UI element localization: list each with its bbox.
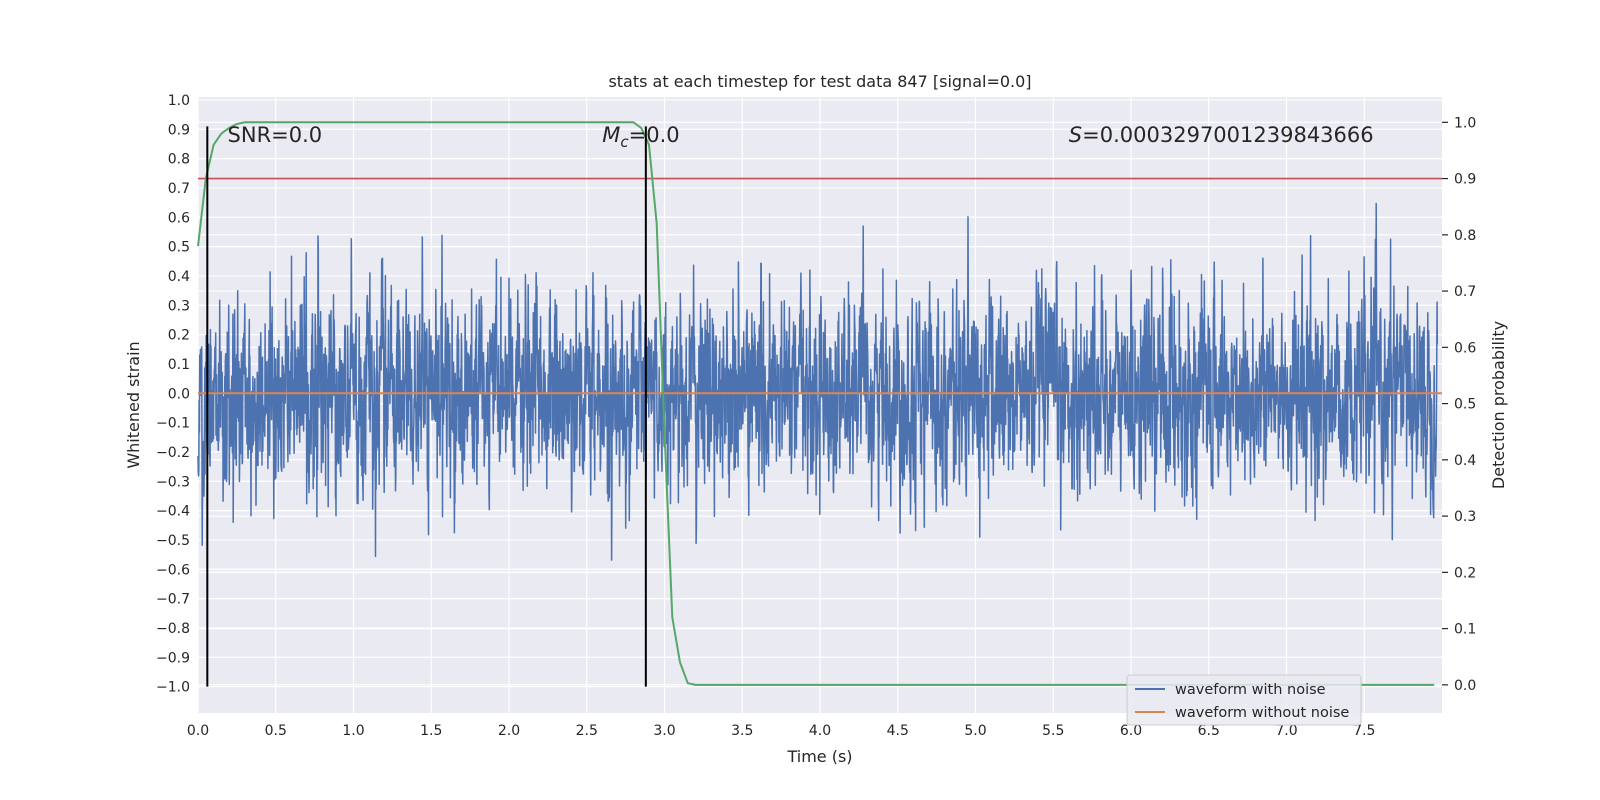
y-tick-label: 0.1 — [168, 357, 190, 373]
y-tick-label: 0.9 — [168, 122, 190, 138]
y-right-tick-label: 0.1 — [1454, 622, 1476, 638]
y-right-tick-label: 0.3 — [1454, 509, 1476, 525]
y-tick-label: −0.2 — [156, 445, 190, 461]
y-tick-label: −0.5 — [156, 533, 190, 549]
y-tick-label: 0.7 — [168, 181, 190, 197]
y-right-tick-label: 0.4 — [1454, 453, 1476, 469]
x-tick-label: 3.0 — [653, 723, 675, 739]
annotations: SNR=0.0 Mc=0.0 S=0.0003297001239843666 — [228, 123, 1374, 151]
y-right-tick-label: 0.0 — [1454, 678, 1476, 694]
y-tick-label: −0.9 — [156, 650, 190, 666]
y-right-tick-label: 0.2 — [1454, 565, 1476, 581]
x-tick-label: 0.5 — [265, 723, 287, 739]
y-tick-label: 0.4 — [168, 269, 190, 285]
x-tick-label: 7.5 — [1353, 723, 1375, 739]
y-tick-label: 0.5 — [168, 240, 190, 256]
x-tick-label: 4.5 — [887, 723, 909, 739]
y-right-tick-label: 0.6 — [1454, 340, 1476, 356]
y-tick-label: 0.6 — [168, 210, 190, 226]
vertical-markers — [206, 126, 647, 687]
y-tick-label: −0.8 — [156, 621, 190, 637]
annotation-snr: SNR=0.0 — [228, 123, 323, 147]
y-right-tick-label: 1.0 — [1454, 115, 1476, 131]
y-tick-label: −0.7 — [156, 592, 190, 608]
y-tick-label: −0.4 — [156, 504, 190, 520]
x-tick-label: 2.0 — [498, 723, 520, 739]
x-tick-label: 1.0 — [342, 723, 364, 739]
x-tick-label: 5.5 — [1042, 723, 1064, 739]
y-tick-label: −1.0 — [156, 680, 190, 696]
x-tick-label: 6.5 — [1198, 723, 1220, 739]
chart-title: stats at each timestep for test data 847… — [608, 72, 1031, 91]
y-tick-label: −0.6 — [156, 562, 190, 578]
x-tick-label: 0.0 — [187, 723, 209, 739]
y-tick-labels: 1.0 0.9 0.8 0.7 0.6 0.5 0.4 0.3 0.2 0.1 0.0 −0.1 −0.… — [156, 93, 190, 696]
y-tick-label: −0.3 — [156, 474, 190, 490]
x-tick-label: 3.5 — [731, 723, 753, 739]
y-right-tick-label: 0.7 — [1454, 284, 1476, 300]
x-tick-label: 4.0 — [809, 723, 831, 739]
y-right-tick-labels: 1.0 0.9 0.8 0.7 0.6 0.5 0.4 0.3 0.2 0.1 0.0 — [1442, 115, 1476, 694]
legend-label: waveform without noise — [1175, 705, 1349, 721]
y-right-tick-label: 0.8 — [1454, 228, 1476, 244]
y-tick-label: 0.0 — [168, 386, 190, 402]
y-axis-title: Whitened strain — [124, 341, 143, 468]
x-tick-labels: 0.0 0.5 1.0 1.5 2.0 2.5 3.0 3.5 4.0 4.5 5.0 5.5 6.0 6… — [187, 723, 1376, 739]
waveform-with-noise-line — [197, 202, 1439, 561]
x-axis-title: Time (s) — [786, 747, 852, 766]
legend-label: waveform with noise — [1175, 682, 1326, 698]
legend: waveform with noise waveform without nois… — [1126, 674, 1362, 726]
x-tick-label: 1.5 — [420, 723, 442, 739]
x-tick-label: 2.5 — [576, 723, 598, 739]
y-right-tick-label: 0.9 — [1454, 172, 1476, 188]
detection-probability-line — [197, 121, 1435, 686]
y-tick-label: 0.3 — [168, 298, 190, 314]
y-tick-label: −0.1 — [156, 416, 190, 432]
series-detection-probability — [197, 121, 1435, 686]
annotation-s: S=0.0003297001239843666 — [1069, 123, 1374, 147]
series-waveform-with-noise — [197, 202, 1439, 561]
x-tick-label: 7.0 — [1275, 723, 1297, 739]
y-tick-label: 1.0 — [168, 93, 190, 109]
y-tick-label: 0.2 — [168, 328, 190, 344]
y-tick-label: 0.8 — [168, 152, 190, 168]
annotation-mc: Mc=0.0 — [602, 123, 679, 151]
x-tick-label: 5.0 — [964, 723, 986, 739]
y-right-tick-label: 0.5 — [1454, 397, 1476, 413]
y-right-axis-title: Detection probability — [1489, 321, 1508, 489]
legend-box — [1126, 674, 1362, 726]
x-tick-label: 6.0 — [1120, 723, 1142, 739]
